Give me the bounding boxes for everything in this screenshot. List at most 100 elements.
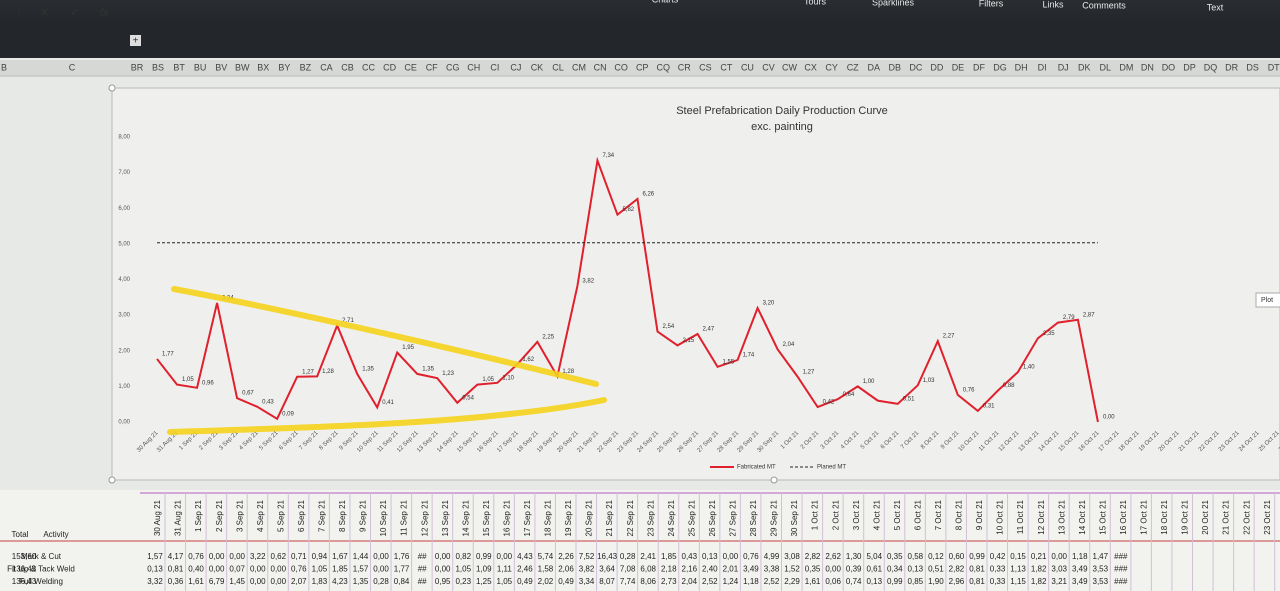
column-header[interactable]: DF [973, 62, 985, 72]
data-label: 1,00 [863, 379, 875, 385]
column-header[interactable]: CM [572, 62, 586, 72]
resize-handle[interactable] [108, 476, 116, 484]
column-header[interactable]: BU [194, 62, 207, 72]
chart-subtitle: exc. painting [751, 121, 813, 133]
table-cell: 1,13 [1010, 565, 1026, 574]
column-header[interactable]: DP [1183, 62, 1196, 72]
column-header[interactable]: BT [173, 62, 185, 72]
column-header[interactable]: CX [804, 62, 817, 72]
column-header[interactable]: CR [678, 62, 691, 72]
column-header[interactable]: CT [720, 62, 732, 72]
ribbon-tab[interactable]: Filters [979, 0, 1004, 8]
column-header[interactable]: DR [1225, 62, 1238, 72]
column-date: 5 Sep 21 [276, 499, 285, 532]
column-header[interactable]: CL [552, 62, 564, 72]
table-cell: 0,00 [435, 552, 451, 561]
column-header[interactable]: CV [762, 62, 775, 72]
column-header[interactable]: CK [531, 62, 544, 72]
table-cell: 2,04 [682, 577, 698, 586]
table-cell: 0,33 [990, 565, 1006, 574]
table-cell: 0,40 [188, 565, 204, 574]
column-header[interactable]: CY [825, 62, 838, 72]
column-header[interactable]: CP [636, 62, 649, 72]
column-header[interactable]: DT [1268, 62, 1280, 72]
column-header[interactable]: DJ [1058, 62, 1069, 72]
column-header[interactable]: CA [320, 62, 333, 72]
resize-handle[interactable] [770, 476, 778, 484]
resize-handle[interactable] [108, 84, 116, 92]
ribbon-tab[interactable]: Tours [804, 0, 827, 6]
data-label: 1,03 [923, 378, 935, 384]
data-label: 1,10 [502, 375, 514, 381]
column-header[interactable]: B [1, 62, 7, 72]
enter-icon[interactable]: ✓ [70, 7, 79, 19]
ribbon-tab[interactable]: Text [1207, 2, 1224, 12]
column-header[interactable]: DI [1038, 62, 1047, 72]
column-header[interactable]: CB [341, 62, 354, 72]
column-header[interactable]: CF [426, 62, 438, 72]
table-cell: 0,00 [825, 565, 841, 574]
column-header[interactable]: DA [867, 62, 880, 72]
table-cell: 1,05 [312, 565, 328, 574]
column-header[interactable]: CU [741, 62, 754, 72]
column-header[interactable]: CO [614, 62, 628, 72]
column-header[interactable]: BR [131, 62, 144, 72]
column-header[interactable]: DC [909, 62, 922, 72]
column-header[interactable]: DB [889, 62, 902, 72]
column-header[interactable]: CW [782, 62, 797, 72]
table-cell: ## [418, 565, 427, 574]
column-header[interactable]: DG [993, 62, 1007, 72]
ribbon-tab[interactable]: Links [1042, 0, 1064, 9]
column-header[interactable]: DM [1119, 62, 1133, 72]
column-header[interactable]: CN [594, 62, 607, 72]
column-header[interactable]: CZ [847, 62, 859, 72]
column-header[interactable]: BW [235, 62, 250, 72]
column-date: 16 Sep 21 [502, 499, 511, 536]
ribbon-tab[interactable]: Sparklines [872, 0, 915, 7]
table-cell: 0,21 [1031, 552, 1047, 561]
column-header[interactable]: C [69, 62, 76, 72]
column-header[interactable]: DO [1162, 62, 1176, 72]
column-date: 14 Oct 21 [1078, 499, 1087, 534]
column-header[interactable]: CG [446, 62, 460, 72]
column-header[interactable]: DS [1246, 62, 1259, 72]
column-header[interactable]: DD [930, 62, 943, 72]
chart-area[interactable] [111, 87, 1280, 481]
ribbon-tab[interactable]: Comments [1082, 0, 1126, 10]
fx-icon[interactable]: fx [100, 7, 109, 19]
column-header[interactable]: CD [383, 62, 396, 72]
column-header[interactable]: BS [152, 62, 164, 72]
table-cell: 2,52 [764, 577, 780, 586]
column-date: 23 Sep 21 [646, 499, 655, 536]
cancel-icon[interactable]: ✕ [40, 7, 49, 19]
column-header[interactable]: DL [1100, 62, 1112, 72]
column-header[interactable]: BV [215, 62, 227, 72]
column-header[interactable]: DE [952, 62, 965, 72]
table-cell: 0,23 [455, 577, 471, 586]
column-header[interactable]: CC [362, 62, 375, 72]
table-cell: 0,81 [168, 565, 184, 574]
column-header[interactable]: DQ [1204, 62, 1218, 72]
table-cell: 1,05 [455, 565, 471, 574]
table-cell: 0,62 [271, 552, 287, 561]
ribbon-tab[interactable]: Charts [652, 0, 679, 4]
column-header[interactable]: DH [1015, 62, 1028, 72]
column-header[interactable]: BZ [300, 62, 312, 72]
column-header[interactable]: CE [404, 62, 417, 72]
table-cell: 1,11 [497, 565, 513, 574]
column-header[interactable]: BY [278, 62, 290, 72]
column-header[interactable]: CJ [510, 62, 521, 72]
column-header[interactable]: CQ [657, 62, 671, 72]
column-header[interactable]: CS [699, 62, 712, 72]
column-header[interactable]: DK [1078, 62, 1091, 72]
column-header[interactable]: CI [490, 62, 499, 72]
add-button[interactable] [130, 35, 141, 46]
column-header[interactable]: BX [257, 62, 269, 72]
column-date: 28 Sep 21 [749, 499, 758, 536]
data-label: 0,76 [963, 388, 975, 394]
data-label: 0,88 [1003, 383, 1015, 389]
column-header[interactable]: DN [1141, 62, 1154, 72]
table-cell: 5,04 [866, 552, 882, 561]
column-header[interactable]: CH [467, 62, 480, 72]
